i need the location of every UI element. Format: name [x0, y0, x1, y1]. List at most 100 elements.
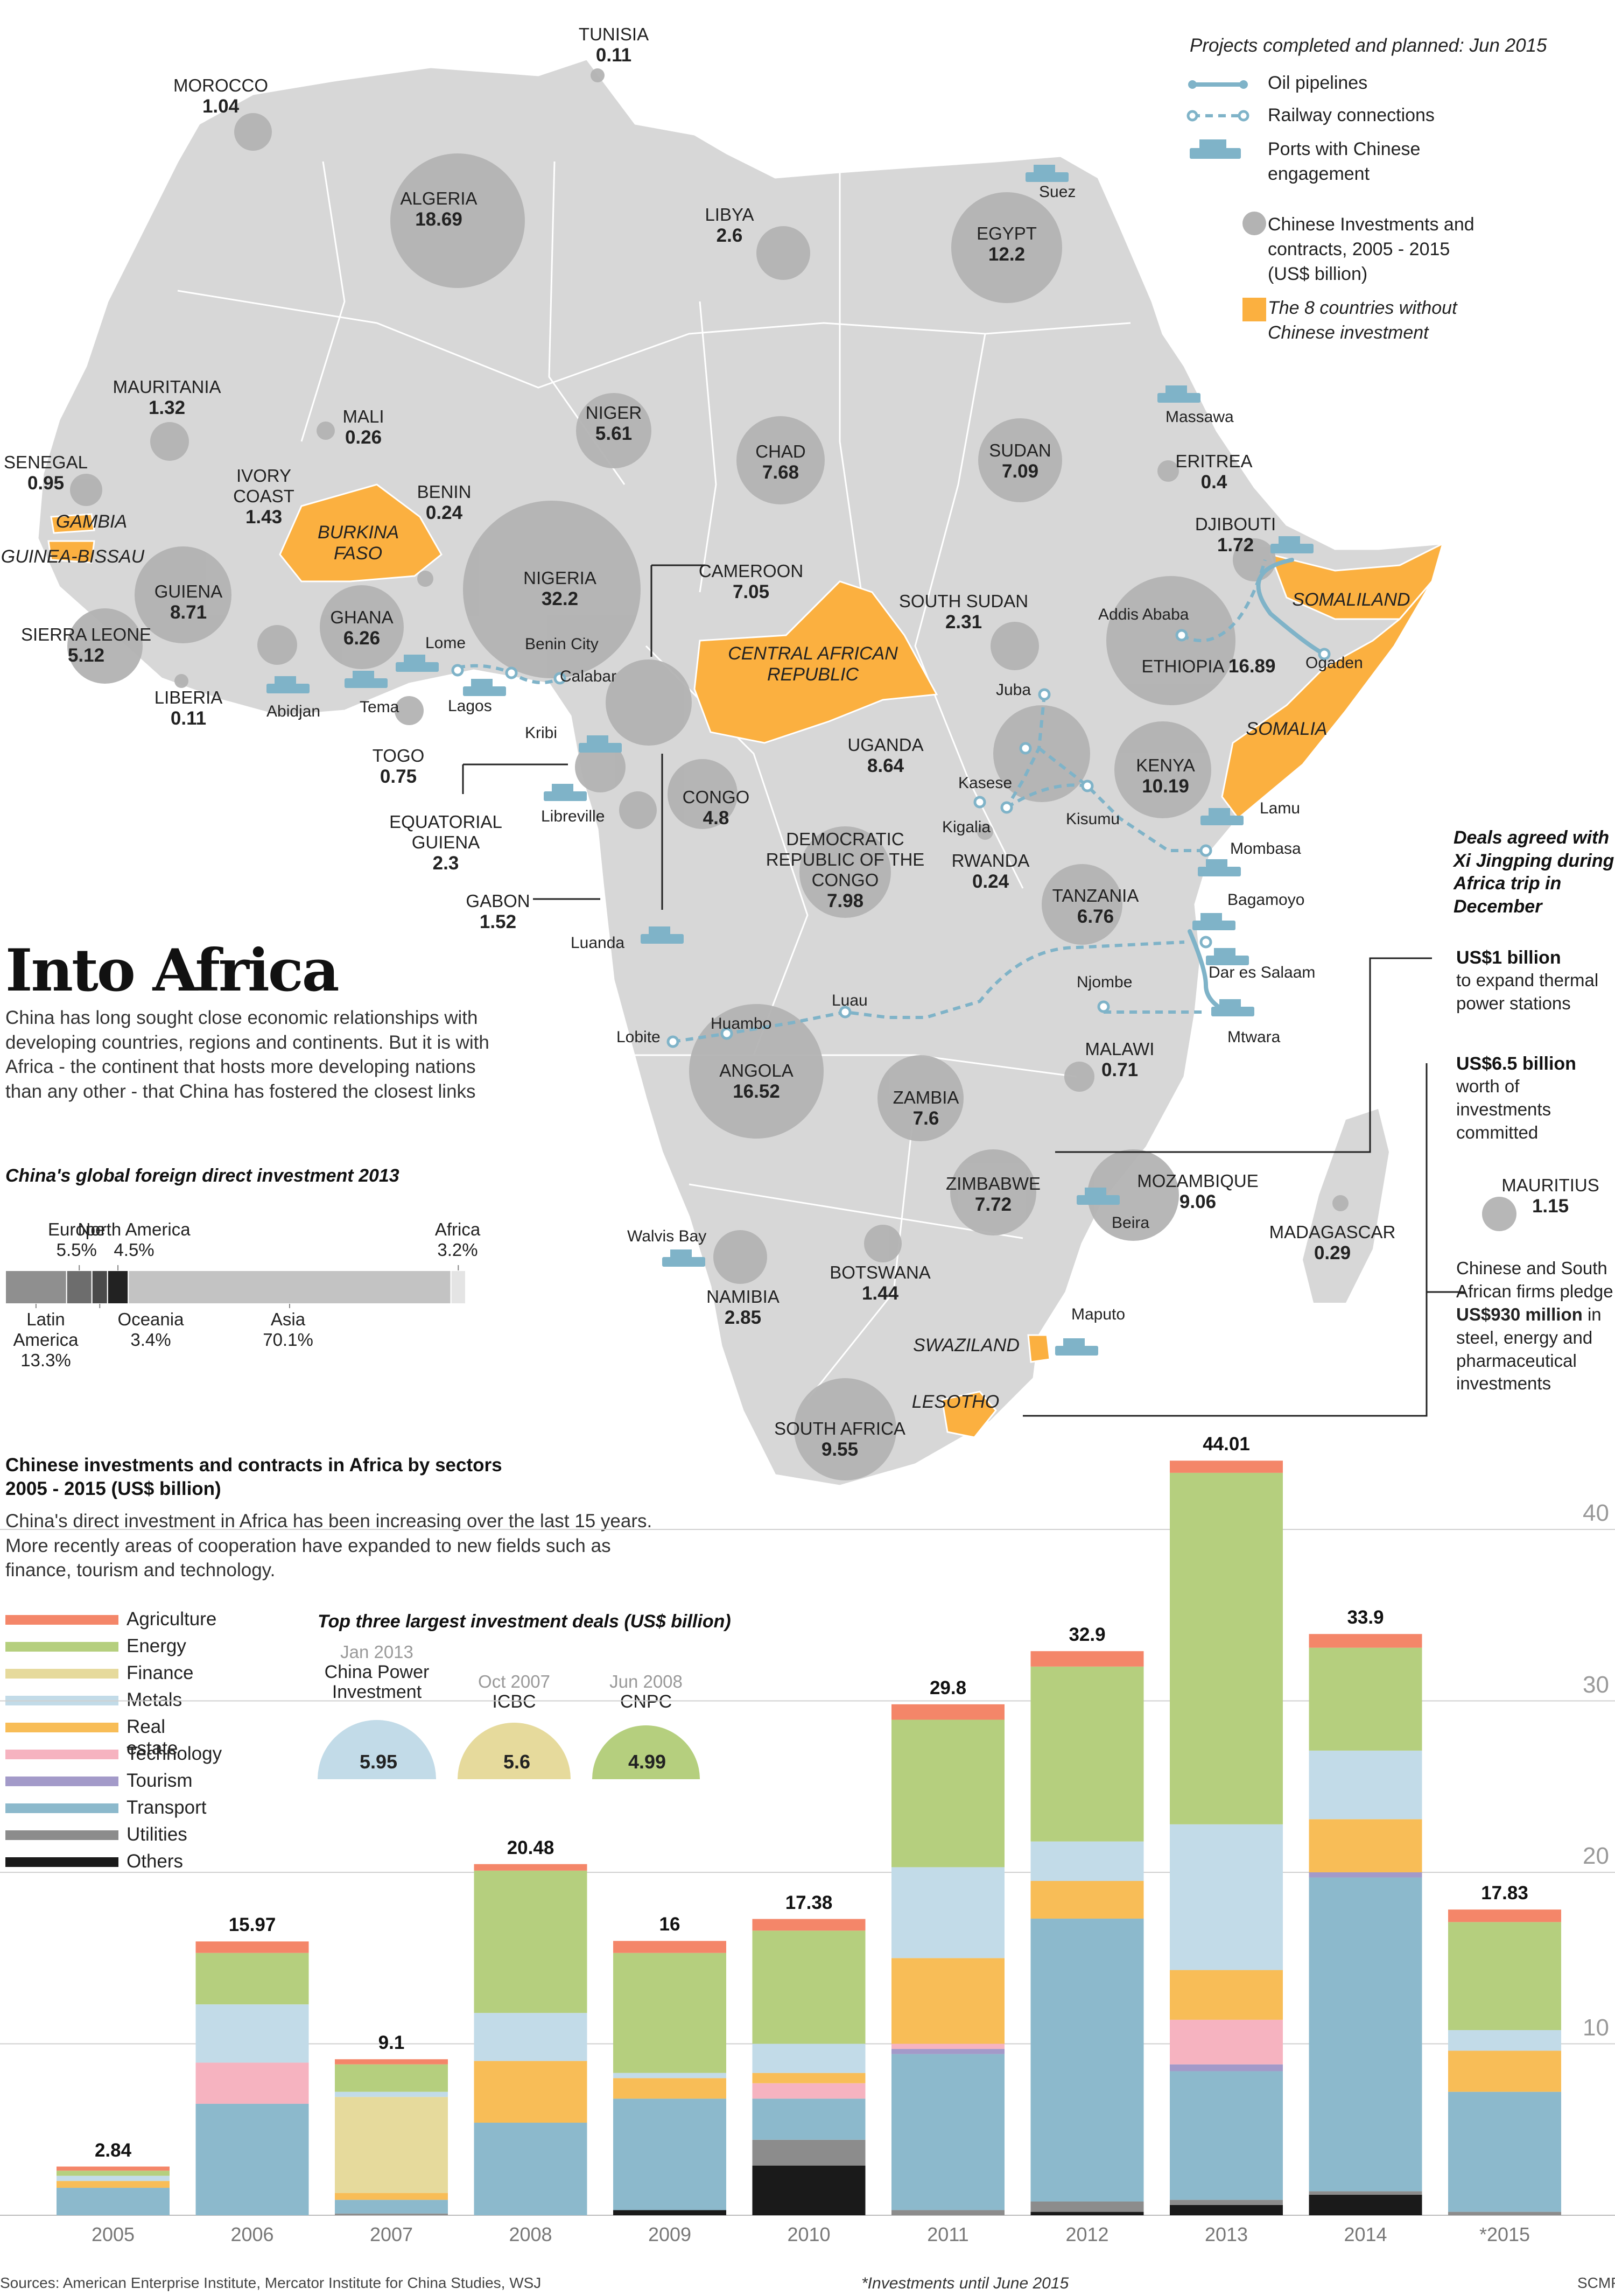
bubble-algeria — [390, 153, 525, 288]
city-lagos: Lagos — [448, 697, 492, 715]
legend-title: Projects completed and planned: Jun 2015 — [1190, 35, 1547, 56]
bubble-mozambique — [1087, 1149, 1179, 1241]
bar-segment-transport — [335, 2200, 448, 2214]
label-kenya: KENYA 10.19 — [1136, 755, 1195, 797]
deal-2: Oct 2007 ICBC — [478, 1672, 550, 1712]
bar-segment-transport — [891, 2054, 1005, 2210]
legend-label: Transport — [127, 1797, 207, 1818]
fdi-title: China's global foreign direct investment… — [5, 1165, 399, 1186]
bar-segment-real-estate — [57, 2181, 170, 2188]
ports — [266, 165, 1314, 1356]
bar-segment-energy — [335, 2064, 448, 2092]
label-niger: NIGER 5.61 — [585, 403, 642, 444]
bar-segment-utilities — [752, 2139, 866, 2166]
bubble-tanzania — [1042, 864, 1122, 945]
callouts — [462, 564, 1464, 1417]
label-mali: MALI 0.26 — [342, 406, 384, 448]
label-burkina-faso: BURKINA FASO — [318, 522, 399, 564]
city-benin-city: Benin City — [525, 635, 599, 653]
label-congo: CONGO 4.8 — [682, 787, 750, 828]
bar-segment-agriculture — [613, 1941, 726, 1953]
deal-semicircle-3 — [592, 1725, 700, 1779]
bubble-zimbabwe — [950, 1149, 1036, 1235]
bar-segment-real-estate — [613, 2078, 726, 2099]
deal-semicircle-2 — [458, 1723, 571, 1779]
fdi-label: Asia 70.1% — [263, 1309, 313, 1350]
bar-segment-agriculture — [195, 1941, 309, 1953]
city-kigalia: Kigalia — [942, 818, 991, 836]
railways — [457, 559, 1267, 1043]
bar-total-label: 17.38 — [785, 1892, 833, 1913]
city-mombasa: Mombasa — [1230, 840, 1301, 858]
city-bagamoyo: Bagamoyo — [1227, 891, 1305, 909]
bar-segment-metals — [891, 1867, 1005, 1958]
legend-swatch — [5, 1642, 118, 1652]
fdi-label: Africa 3.2% — [435, 1219, 480, 1260]
bar-segment-metals — [474, 2013, 587, 2061]
bar-segment-energy — [891, 1719, 1005, 1867]
fdi-segment — [91, 1270, 108, 1304]
bar-segment-utilities — [891, 2210, 1005, 2215]
legend-label: Utilities — [127, 1824, 187, 1845]
city-luanda: Luanda — [571, 934, 625, 952]
fdi-label: Europe 5.5% — [48, 1219, 105, 1260]
label-ethiopia: ETHIOPIA 16.89 — [1141, 656, 1276, 677]
fdi-bar — [5, 1265, 467, 1308]
bubble-mauritania — [150, 422, 189, 461]
bar-segment-real-estate — [335, 2193, 448, 2200]
city-massawa: Massawa — [1165, 408, 1234, 426]
bar-segment-energy — [752, 1930, 866, 2044]
bubble-nigeria — [463, 501, 641, 678]
guinea-bissau-area — [47, 540, 95, 564]
label-angola: ANGOLA 16.52 — [719, 1061, 794, 1102]
page-title: Into Africa — [5, 937, 340, 1005]
car-area — [693, 580, 938, 744]
label-cameroon: CAMEROON 7.05 — [698, 561, 804, 602]
bar-total-label: 44.01 — [1203, 1434, 1250, 1455]
xi-deal3-text: Chinese and South African firms pledge U… — [1456, 1258, 1613, 1394]
bar-total-label: 32.9 — [1069, 1624, 1106, 1646]
label-ivory-coast: IVORY COAST 1.43 — [233, 466, 294, 528]
rail-stations — [451, 629, 1331, 1048]
fdi-label-name: Europe — [48, 1219, 106, 1239]
bubble-senegal — [70, 474, 102, 506]
bubble-mali — [317, 422, 335, 440]
label-benin: BENIN 0.24 — [417, 482, 472, 523]
label-guinea-bissau: GUINEA-BISSAU — [1, 546, 145, 567]
bar-total-label: 29.8 — [929, 1677, 967, 1698]
bar-segment-energy — [1448, 1922, 1561, 2031]
label-zambia: ZAMBIA 7.6 — [893, 1087, 959, 1129]
bubble-zambia — [877, 1055, 964, 1141]
label-eq-guiena: EQUATORIAL GUIENA 2.3 — [389, 812, 502, 874]
y-tick-label: 10 — [1583, 2014, 1609, 2041]
fdi-label-value: 70.1% — [263, 1329, 313, 1350]
label-gabon: GABON 1.52 — [466, 891, 530, 932]
bar-segment-transport — [1170, 2071, 1283, 2200]
city-lamu: Lamu — [1260, 799, 1301, 817]
bubble-niger — [576, 393, 651, 468]
top-deals-title: Top three largest investment deals (US$ … — [318, 1611, 731, 1632]
deal-semicircle-1 — [318, 1720, 436, 1779]
city-njombe: Njombe — [1077, 973, 1133, 991]
bubble-togo — [395, 696, 424, 725]
sectors-title: Chinese investments and contracts in Afr… — [5, 1455, 502, 1499]
bubble-congo — [668, 759, 738, 829]
bar-segment-real-estate — [1309, 1819, 1422, 1872]
bubble-sudan — [978, 418, 1062, 502]
legend-label: Metals — [127, 1689, 182, 1710]
legend-markers — [1186, 80, 1266, 321]
legend-swatch — [5, 1615, 118, 1625]
bubble-liberia — [174, 674, 188, 688]
bar-segment-transport — [57, 2188, 170, 2215]
city-kisumu: Kisumu — [1066, 810, 1120, 828]
city-huambo: Huambo — [711, 1015, 772, 1033]
x-tick-label: 2013 — [1204, 2223, 1248, 2245]
fdi-label-name: North America — [78, 1219, 191, 1239]
swaziland-area — [1027, 1334, 1051, 1363]
bar-segment-energy — [1309, 1647, 1422, 1751]
bar-segment-transport — [752, 2098, 866, 2140]
bubble-madagascar — [1332, 1195, 1349, 1211]
bar-segment-transport — [1309, 1877, 1422, 2192]
bubble-south-africa — [794, 1378, 896, 1480]
bar-segment-metals — [1309, 1750, 1422, 1820]
